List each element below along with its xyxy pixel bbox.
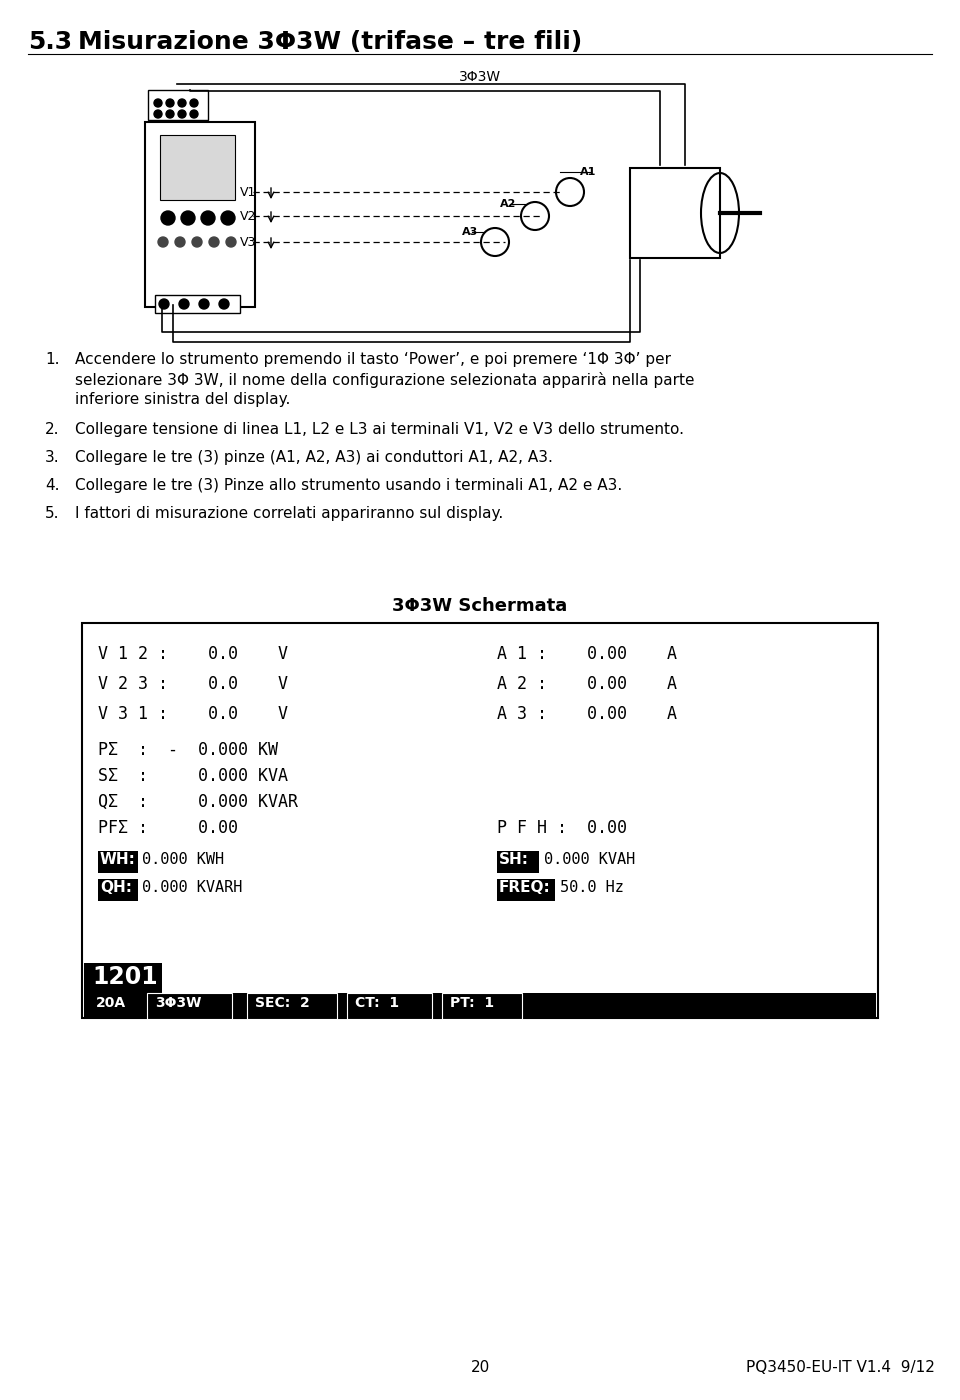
Circle shape	[159, 300, 169, 309]
Text: SΣ  :     0.000 KVA: SΣ : 0.000 KVA	[98, 767, 288, 785]
Text: A 1 :    0.00    A: A 1 : 0.00 A	[497, 645, 677, 664]
Text: V2: V2	[240, 210, 256, 223]
Circle shape	[192, 237, 202, 246]
Text: Misurazione 3Φ3W (trifase – tre fili): Misurazione 3Φ3W (trifase – tre fili)	[78, 29, 583, 55]
Bar	[247, 993, 337, 1019]
Text: SH:: SH:	[499, 853, 529, 867]
Text: A 3 :    0.00    A: A 3 : 0.00 A	[497, 706, 677, 722]
Text: PQ3450-EU-IT V1.4  9/12: PQ3450-EU-IT V1.4 9/12	[746, 1359, 935, 1375]
Text: inferiore sinistra del display.: inferiore sinistra del display.	[75, 392, 290, 407]
Text: 0.000 KVARH: 0.000 KVARH	[142, 881, 242, 895]
Text: Accendere lo strumento premendo il tasto ‘Power’, e poi premere ‘1Φ 3Φ’ per: Accendere lo strumento premendo il tasto…	[75, 351, 671, 367]
Text: A1: A1	[580, 167, 596, 176]
Bar	[497, 851, 539, 874]
Text: V 1 2 :    0.0    V: V 1 2 : 0.0 V	[98, 645, 288, 664]
Text: V1: V1	[240, 185, 256, 199]
Bar	[98, 879, 138, 902]
Text: V 2 3 :    0.0    V: V 2 3 : 0.0 V	[98, 675, 288, 693]
Bar	[84, 963, 162, 993]
Text: 20A: 20A	[96, 995, 126, 1009]
Text: QH:: QH:	[100, 881, 132, 895]
Circle shape	[161, 211, 175, 225]
Bar	[84, 993, 876, 1019]
Text: V 3 1 :    0.0    V: V 3 1 : 0.0 V	[98, 706, 288, 722]
Text: PFΣ :     0.00: PFΣ : 0.00	[98, 819, 238, 837]
Circle shape	[190, 111, 198, 118]
Bar	[630, 168, 720, 258]
Circle shape	[179, 300, 189, 309]
Bar	[347, 993, 432, 1019]
Circle shape	[219, 300, 229, 309]
Text: 4.: 4.	[45, 477, 60, 493]
Circle shape	[181, 211, 195, 225]
Text: 2.: 2.	[45, 421, 60, 437]
Text: 0.000 KVAH: 0.000 KVAH	[544, 853, 636, 867]
Circle shape	[154, 99, 162, 106]
Circle shape	[226, 237, 236, 246]
Circle shape	[178, 99, 186, 106]
Text: selezionare 3Φ 3W, il nome della configurazione selezionata apparirà nella parte: selezionare 3Φ 3W, il nome della configu…	[75, 372, 694, 388]
Bar	[442, 993, 522, 1019]
Text: CT:  1: CT: 1	[355, 995, 399, 1009]
Circle shape	[175, 237, 185, 246]
Text: Collegare tensione di linea L1, L2 e L3 ai terminali V1, V2 e V3 dello strumento: Collegare tensione di linea L1, L2 e L3 …	[75, 421, 684, 437]
Circle shape	[166, 99, 174, 106]
Text: 3Φ3W Schermata: 3Φ3W Schermata	[393, 596, 567, 615]
Text: 1201: 1201	[92, 965, 157, 988]
Text: 5.: 5.	[45, 505, 60, 521]
Text: PΣ  :  -  0.000 KW: PΣ : - 0.000 KW	[98, 741, 278, 759]
Circle shape	[201, 211, 215, 225]
Bar	[155, 295, 240, 314]
Text: Collegare le tre (3) pinze (A1, A2, A3) ai conduttori A1, A2, A3.: Collegare le tre (3) pinze (A1, A2, A3) …	[75, 449, 553, 465]
Text: Collegare le tre (3) Pinze allo strumento usando i terminali A1, A2 e A3.: Collegare le tre (3) Pinze allo strument…	[75, 477, 622, 493]
Text: QΣ  :     0.000 KVAR: QΣ : 0.000 KVAR	[98, 792, 298, 811]
Text: 5.3: 5.3	[28, 29, 72, 55]
Text: A3: A3	[462, 227, 478, 237]
Circle shape	[209, 237, 219, 246]
Text: 3Φ3W: 3Φ3W	[155, 995, 202, 1009]
Circle shape	[154, 111, 162, 118]
Bar	[148, 90, 208, 120]
Circle shape	[178, 111, 186, 118]
Text: P F H :  0.00: P F H : 0.00	[497, 819, 627, 837]
Text: 50.0 Hz: 50.0 Hz	[560, 881, 624, 895]
Text: 1.: 1.	[45, 351, 60, 367]
Circle shape	[190, 99, 198, 106]
Circle shape	[166, 111, 174, 118]
Text: PT:  1: PT: 1	[450, 995, 494, 1009]
Bar	[160, 134, 235, 200]
Text: FREQ:: FREQ:	[499, 881, 551, 895]
Bar	[82, 623, 878, 1018]
Text: V3: V3	[240, 235, 256, 249]
Bar	[145, 122, 255, 307]
Circle shape	[158, 237, 168, 246]
Text: WH:: WH:	[100, 853, 136, 867]
Text: 20: 20	[470, 1359, 490, 1375]
Bar	[98, 851, 138, 874]
Text: SEC:  2: SEC: 2	[255, 995, 310, 1009]
Bar	[147, 993, 232, 1019]
Bar	[497, 879, 555, 902]
Circle shape	[221, 211, 235, 225]
Text: A2: A2	[500, 199, 516, 209]
Text: 3Φ3W: 3Φ3W	[459, 70, 501, 84]
Text: 3.: 3.	[45, 449, 60, 465]
Text: 0.000 KWH: 0.000 KWH	[142, 853, 224, 867]
Text: A 2 :    0.00    A: A 2 : 0.00 A	[497, 675, 677, 693]
Circle shape	[199, 300, 209, 309]
Text: I fattori di misurazione correlati appariranno sul display.: I fattori di misurazione correlati appar…	[75, 505, 503, 521]
